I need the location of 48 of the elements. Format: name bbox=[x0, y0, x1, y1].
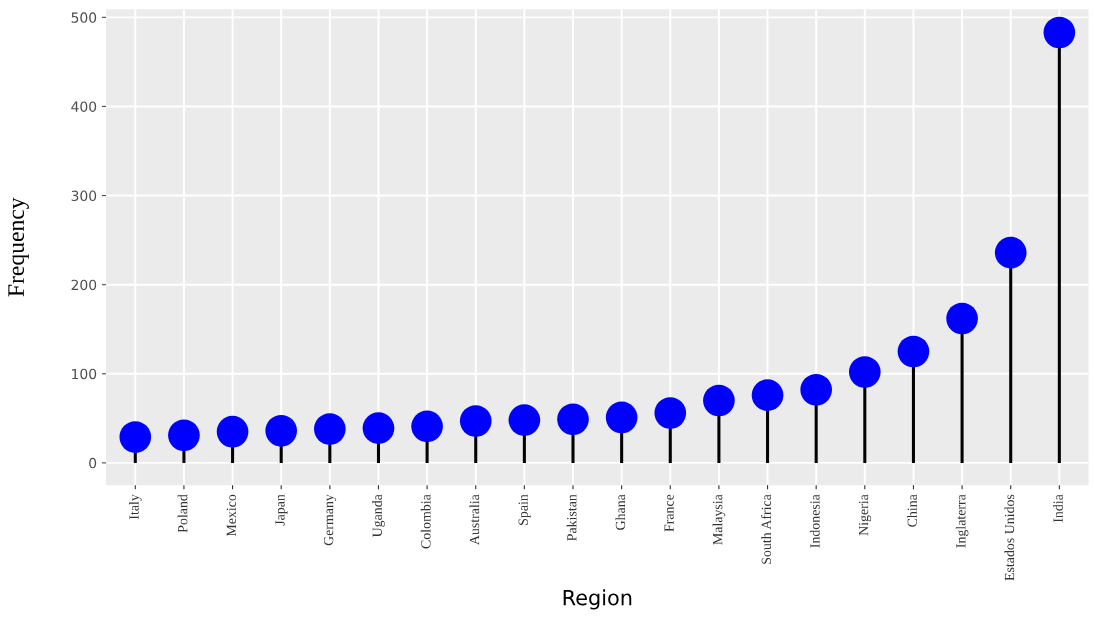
point bbox=[168, 419, 200, 452]
x-tick-label: Italy bbox=[128, 494, 142, 520]
point bbox=[897, 335, 930, 368]
point bbox=[411, 410, 443, 443]
point bbox=[848, 356, 881, 388]
point bbox=[314, 413, 346, 445]
x-tick-label: Inglaterra bbox=[955, 494, 969, 548]
y-tick-label: 500 bbox=[71, 12, 97, 23]
point bbox=[946, 302, 978, 335]
point bbox=[751, 379, 784, 411]
point bbox=[557, 403, 589, 436]
x-tick-label: Japan bbox=[275, 494, 288, 526]
x-tick-label: Poland bbox=[177, 494, 188, 533]
y-axis-title: Frequency bbox=[8, 197, 29, 297]
x-tick-label: South Africa bbox=[761, 494, 772, 564]
point bbox=[994, 236, 1027, 269]
x-tick-label: Malaysia bbox=[712, 494, 726, 545]
point bbox=[654, 397, 687, 429]
point bbox=[703, 384, 735, 417]
point bbox=[265, 414, 298, 447]
x-tick-label: Uganda bbox=[372, 494, 385, 538]
x-tick-label: Spain bbox=[518, 494, 531, 525]
x-tick-label: Indonesia bbox=[809, 494, 820, 548]
point bbox=[605, 401, 638, 434]
point bbox=[119, 421, 152, 453]
y-tick-label: 100 bbox=[72, 368, 97, 380]
x-tick-label: Mexico bbox=[226, 494, 237, 537]
point bbox=[1043, 16, 1076, 49]
x-tick-label: China bbox=[907, 494, 917, 527]
point bbox=[216, 415, 249, 448]
point bbox=[508, 404, 541, 436]
y-tick-label: 200 bbox=[71, 279, 97, 291]
x-tick-label: Ghana bbox=[615, 494, 626, 530]
y-tick-label: 0 bbox=[89, 457, 97, 469]
point bbox=[362, 412, 395, 444]
point bbox=[459, 405, 492, 437]
x-axis-title: Region bbox=[563, 589, 632, 610]
x-tick-label: France bbox=[664, 494, 674, 532]
x-tick-label: Pakistan bbox=[566, 494, 577, 541]
y-tick-label: 300 bbox=[71, 190, 97, 202]
x-tick-label: Germany bbox=[323, 494, 337, 546]
point bbox=[800, 373, 833, 406]
x-tick-label: Estados Unidos bbox=[1004, 494, 1015, 581]
y-tick-label: 400 bbox=[71, 101, 97, 112]
x-tick-label: Nigeria bbox=[858, 494, 872, 536]
x-tick-label: India bbox=[1053, 494, 1063, 523]
x-tick-label: Australia bbox=[469, 494, 480, 545]
x-tick-label: Colombia bbox=[420, 494, 431, 549]
